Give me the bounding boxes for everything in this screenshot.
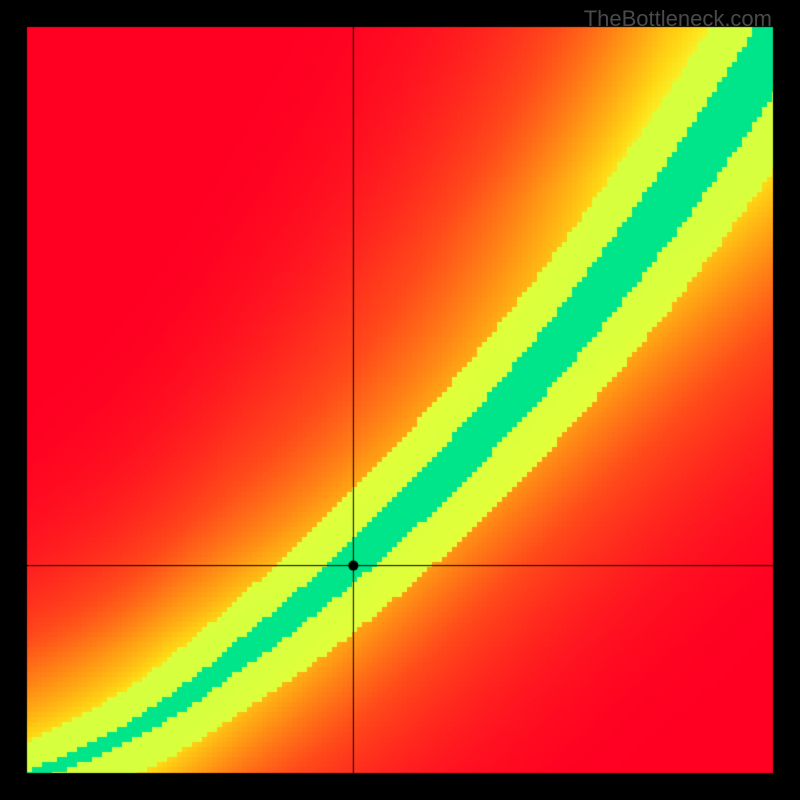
watermark-text: TheBottleneck.com <box>584 6 772 32</box>
chart-container: TheBottleneck.com <box>0 0 800 800</box>
bottleneck-heatmap <box>0 0 800 800</box>
